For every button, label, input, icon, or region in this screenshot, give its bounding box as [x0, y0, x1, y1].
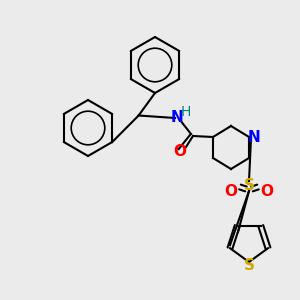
Text: N: N — [171, 110, 183, 124]
Text: O: O — [260, 184, 274, 199]
Text: S: S — [244, 178, 254, 194]
Text: S: S — [244, 257, 254, 272]
Text: N: N — [248, 130, 260, 145]
Text: H: H — [181, 105, 191, 119]
Text: O: O — [224, 184, 238, 199]
Text: O: O — [173, 145, 187, 160]
